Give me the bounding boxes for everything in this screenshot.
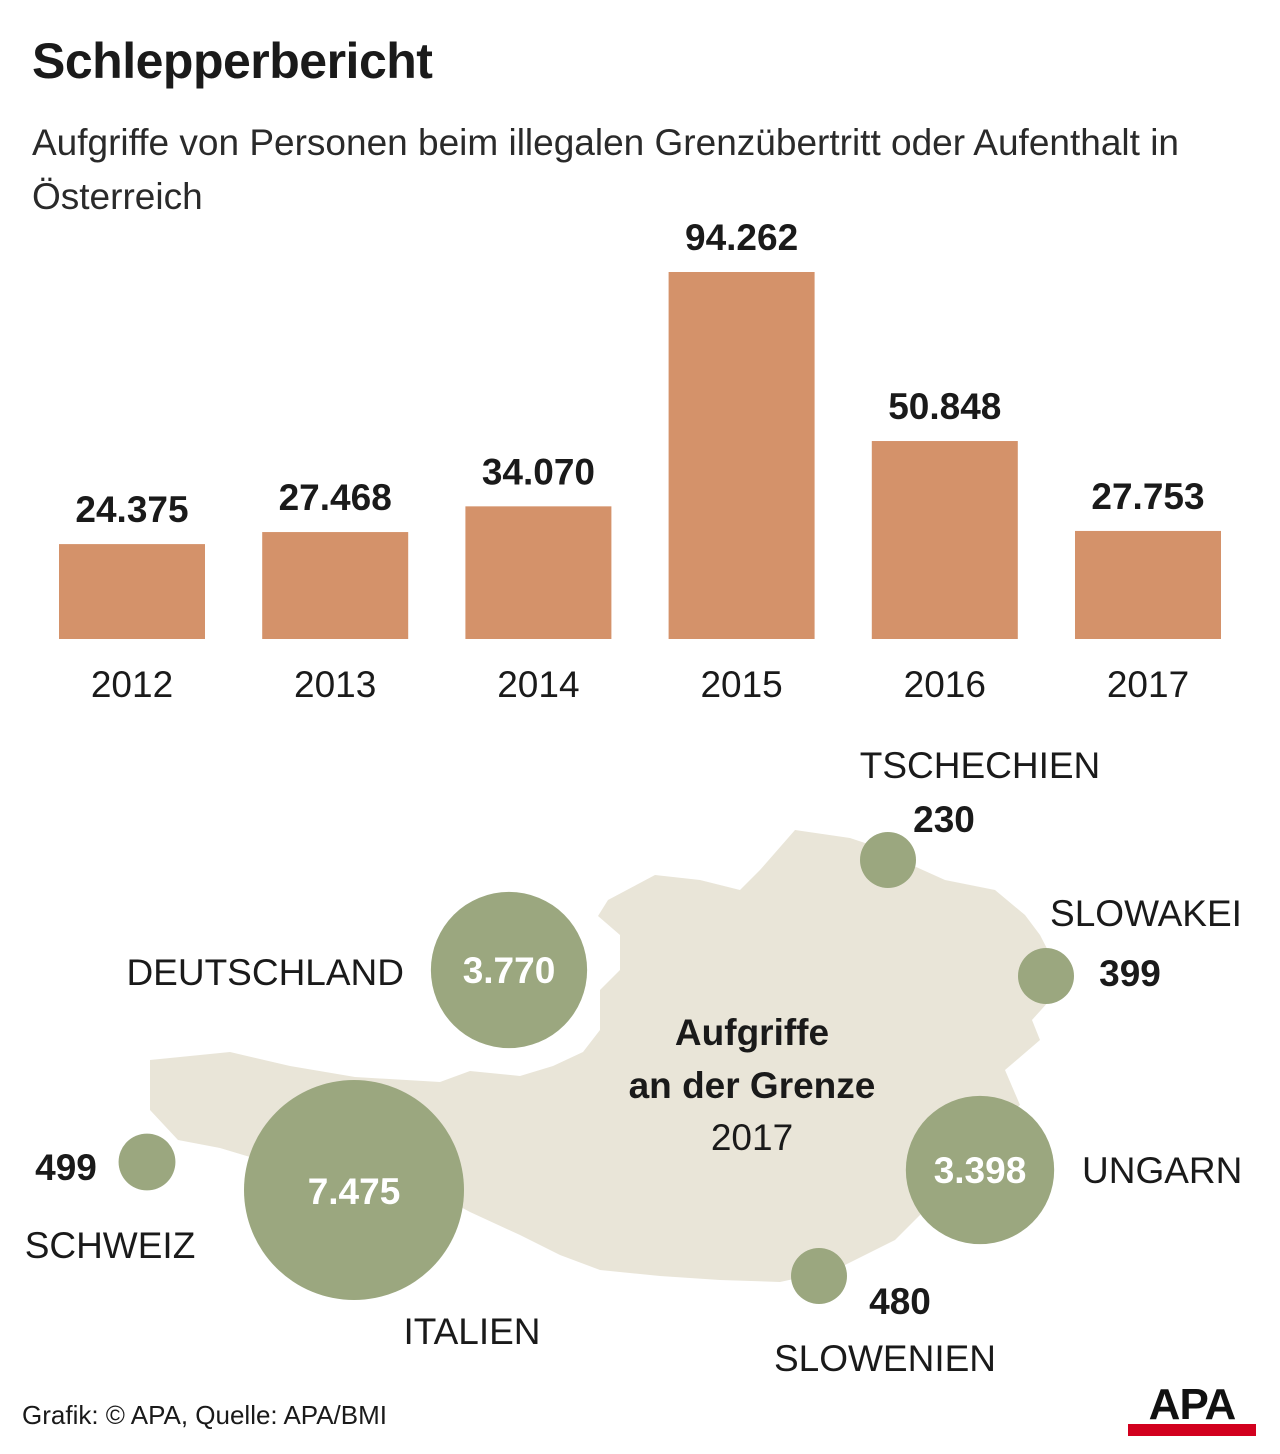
bubble-value-label: 7.475 [308,1171,401,1212]
x-tick-label: 2012 [91,664,173,705]
bubble-value-label: 499 [35,1147,97,1188]
bubble-deutschland [430,891,588,1049]
bubble-value-label: 480 [869,1281,931,1322]
chart-subtitle: Aufgriffe von Personen beim illegalen Gr… [32,122,1179,217]
bar-value-label: 24.375 [75,489,188,530]
bubble-slowakei [1018,948,1074,1004]
bar-value-label: 34.070 [482,451,595,492]
apa-logo-text: APA [1148,1380,1237,1429]
chart-title: Schlepperbericht [32,33,433,89]
country-label: SLOWAKEI [1050,893,1242,934]
bubble-schweiz [118,1133,176,1191]
apa-logo-bar [1128,1424,1256,1436]
bar-value-label: 27.753 [1091,476,1204,517]
country-label: DEUTSCHLAND [126,952,404,993]
x-tick-label: 2016 [904,664,986,705]
bubble-value-label: 399 [1099,953,1161,994]
bar-chart: 24.375 2012 27.468 2013 34.070 2014 94.262 2015… [59,217,1221,705]
bubble-ungarn [905,1095,1055,1245]
bar-value-label: 94.262 [685,217,798,258]
x-tick-label: 2013 [294,664,376,705]
bar-2017 [1075,530,1221,639]
bubble-tschechien [860,832,916,888]
source-credit: Grafik: © APA, Quelle: APA/BMI [22,1400,387,1430]
x-tick-label: 2014 [497,664,579,705]
country-label: TSCHECHIEN [860,745,1101,786]
bubble-italien [244,1080,464,1300]
country-label: SCHWEIZ [25,1225,196,1266]
bar-2012 [59,544,205,639]
x-tick-label: 2015 [700,664,782,705]
bubble-map: 230 TSCHECHIEN 399 SLOWAKEI 3.770 DEUTSCHLAND… [25,745,1243,1379]
apa-logo: APA [1128,1380,1256,1436]
bar-2013 [262,532,409,639]
bar-value-label: 27.468 [279,477,392,518]
bubble-value-label: 3.398 [934,1150,1027,1191]
bar-2016 [871,441,1018,639]
map-title: Aufgriffe an der Grenze [629,1012,876,1106]
map-year: 2017 [711,1117,793,1158]
bar-value-label: 50.848 [888,386,1001,427]
country-label: UNGARN [1082,1150,1242,1191]
bubble-value-label: 230 [913,799,975,840]
bar-2014 [465,506,612,639]
bubble-value-label: 3.770 [463,950,556,991]
country-label: SLOWENIEN [774,1338,996,1379]
bubble-slowenien [791,1248,847,1304]
x-tick-label: 2017 [1107,664,1189,705]
country-label: ITALIEN [403,1311,540,1352]
bar-2015 [668,272,815,639]
